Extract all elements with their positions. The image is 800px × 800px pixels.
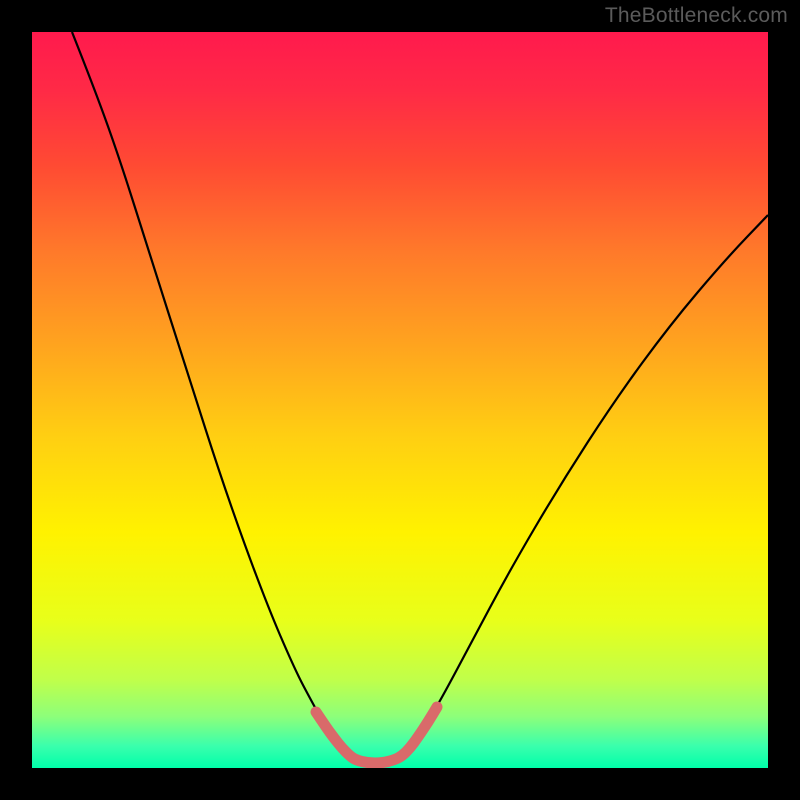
plot-gradient-area (32, 32, 768, 768)
watermark-text: TheBottleneck.com (605, 4, 788, 28)
chart-container: TheBottleneck.com (0, 0, 800, 800)
bottleneck-chart (0, 0, 800, 800)
